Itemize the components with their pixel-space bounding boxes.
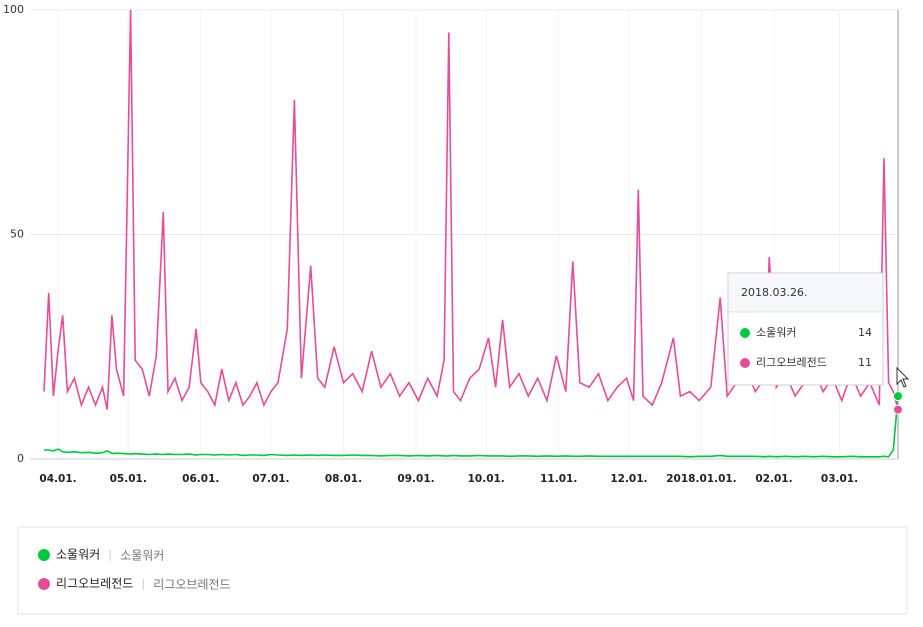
tooltip-date: 2018.03.26. [741, 286, 807, 299]
y-tick-label: 100 [3, 3, 24, 16]
x-tick-label: 06.01. [182, 473, 219, 485]
hover-point [893, 404, 903, 415]
legend-label: 리그오브레전드 [56, 577, 133, 591]
x-tick-label: 2018.01.01. [666, 473, 736, 485]
tooltip-name: 소울워커 [756, 326, 796, 339]
legend-label: 소울워커 [56, 548, 100, 562]
cursor [896, 366, 910, 388]
legend-swatch [38, 578, 50, 590]
x-tick-label: 08.01. [325, 473, 362, 485]
legend-keyword: 리그오브레전드 [153, 578, 230, 592]
x-tick-label: 05.01. [110, 473, 147, 485]
y-tick-label: 50 [10, 228, 24, 241]
x-tick-label: 02.01. [755, 473, 792, 485]
y-tick-label: 0 [17, 452, 24, 465]
x-tick-label: 10.01. [468, 473, 505, 485]
x-tick-label: 09.01. [397, 473, 434, 485]
tooltip-swatch [740, 358, 750, 368]
x-tick-label: 12.01. [610, 473, 647, 485]
legend-keyword: 소울워커 [120, 549, 164, 563]
tooltip-value: 14 [858, 326, 872, 339]
legend-box [17, 526, 908, 615]
series-line [44, 396, 899, 458]
x-tick-label: 03.01. [821, 473, 858, 485]
tooltip-header [729, 274, 882, 312]
x-tick-label: 04.01. [39, 473, 76, 485]
legend-swatch [38, 549, 50, 561]
tooltip-swatch [740, 328, 750, 338]
x-tick-label: 11.01. [540, 473, 577, 485]
tooltip-name: 리그오브레전드 [756, 356, 827, 369]
tooltip-value: 11 [858, 356, 872, 369]
hover-point [893, 391, 903, 402]
x-tick-label: 07.01. [252, 473, 289, 485]
